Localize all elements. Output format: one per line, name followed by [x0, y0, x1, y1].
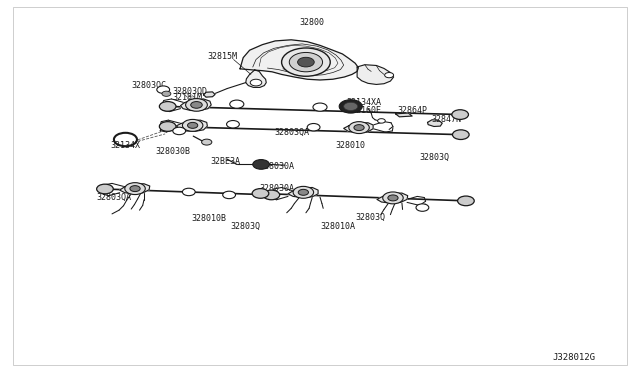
Text: 32803QC: 32803QC [132, 81, 166, 90]
Polygon shape [344, 123, 373, 133]
Text: 32803Q: 32803Q [231, 222, 260, 231]
Circle shape [354, 125, 364, 131]
Text: 32803QA: 32803QA [275, 128, 309, 137]
Text: 32800: 32800 [300, 18, 325, 27]
Text: 32803QD: 32803QD [172, 87, 207, 96]
Circle shape [173, 127, 186, 135]
Text: 32181M: 32181M [173, 93, 202, 102]
Circle shape [263, 190, 280, 200]
Circle shape [339, 100, 362, 113]
Circle shape [252, 189, 269, 198]
Circle shape [293, 186, 314, 198]
Circle shape [227, 121, 239, 128]
Text: 328030A: 328030A [259, 162, 294, 171]
Circle shape [458, 196, 474, 206]
Circle shape [416, 204, 429, 211]
Polygon shape [177, 120, 207, 131]
Polygon shape [120, 184, 150, 194]
Text: 32815M: 32815M [208, 52, 237, 61]
Circle shape [223, 191, 236, 199]
Circle shape [344, 102, 358, 110]
Text: 328030B: 328030B [156, 147, 190, 156]
Circle shape [349, 122, 369, 134]
Polygon shape [357, 65, 394, 84]
Circle shape [159, 102, 176, 111]
Circle shape [182, 188, 195, 196]
Circle shape [162, 91, 171, 96]
Text: 328010B: 328010B [191, 214, 226, 223]
Circle shape [97, 184, 113, 194]
Polygon shape [396, 113, 412, 117]
Text: 328010: 328010 [336, 141, 365, 150]
Circle shape [282, 48, 330, 76]
Circle shape [452, 130, 469, 140]
Polygon shape [180, 99, 211, 110]
Text: 32BE3A: 32BE3A [211, 157, 240, 166]
Polygon shape [377, 193, 408, 203]
Circle shape [186, 99, 207, 111]
Polygon shape [204, 92, 215, 97]
Circle shape [378, 119, 385, 123]
Circle shape [125, 183, 145, 195]
Circle shape [388, 195, 398, 201]
Text: 32803Q: 32803Q [355, 213, 385, 222]
Circle shape [385, 73, 394, 78]
Circle shape [298, 189, 308, 195]
Text: 32864P: 32864P [398, 106, 428, 115]
Circle shape [250, 79, 262, 86]
Circle shape [230, 100, 244, 108]
Circle shape [157, 86, 170, 93]
Text: 32803QA: 32803QA [97, 193, 131, 202]
Circle shape [188, 122, 198, 128]
Polygon shape [246, 70, 266, 87]
Circle shape [452, 110, 468, 119]
Circle shape [159, 122, 176, 131]
Circle shape [289, 52, 323, 72]
Text: 328010A: 328010A [321, 222, 355, 231]
Circle shape [253, 160, 269, 169]
Text: 328030A: 328030A [259, 184, 294, 193]
Circle shape [202, 139, 212, 145]
Text: 32847N: 32847N [432, 115, 461, 124]
Circle shape [182, 119, 203, 131]
Circle shape [130, 186, 140, 192]
Polygon shape [428, 120, 442, 126]
Text: 32134XA: 32134XA [346, 98, 381, 107]
Circle shape [307, 124, 320, 131]
Circle shape [298, 57, 314, 67]
Circle shape [191, 102, 202, 108]
Polygon shape [240, 40, 358, 80]
Text: J328012G: J328012G [552, 353, 595, 362]
Polygon shape [288, 187, 318, 198]
Text: 32160E: 32160E [351, 106, 381, 115]
Text: 32134X: 32134X [111, 141, 140, 150]
Circle shape [313, 103, 327, 111]
Text: 32803Q: 32803Q [419, 153, 449, 161]
Circle shape [383, 192, 403, 204]
